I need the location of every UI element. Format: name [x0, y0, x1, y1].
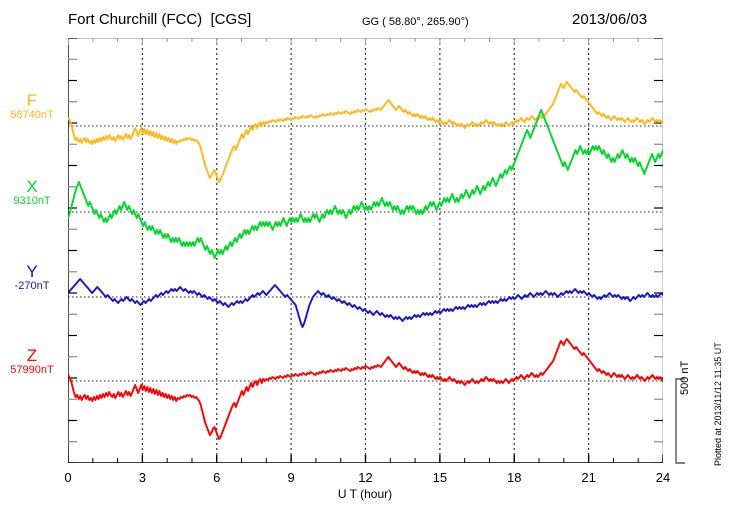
plot-svg	[68, 38, 663, 463]
baseline-dotted-lines	[68, 125, 663, 382]
x-tick-label: 21	[581, 470, 596, 485]
plot-frame	[68, 38, 663, 463]
component-baseline-value: 9310nT	[13, 194, 51, 207]
component-label-z: Z 57990nT	[0, 347, 64, 376]
scale-bar	[675, 378, 685, 464]
x-tick-label: 9	[287, 470, 295, 485]
x-tick-label: 0	[64, 470, 72, 485]
component-label-y: Y -270nT	[0, 263, 64, 292]
component-baseline-value: 57990nT	[10, 363, 54, 376]
x-tick-label: 24	[655, 470, 671, 485]
component-label-f: F 58740nT	[0, 92, 64, 121]
x-axis-title: U T (hour)	[337, 487, 393, 501]
component-letter: Y	[26, 262, 38, 281]
data-traces	[68, 81, 663, 440]
x-tick-label: 6	[213, 470, 221, 485]
component-letter: F	[26, 91, 38, 110]
observation-date: 2013/06/03	[572, 11, 648, 28]
x-tick-label: 15	[432, 470, 448, 485]
component-baseline-value: 58740nT	[10, 108, 54, 121]
x-tick-label: 3	[138, 470, 146, 485]
component-letter: X	[26, 177, 38, 196]
component-letter: Z	[26, 346, 38, 365]
geographic-coordinates: GG ( 58.80°, 265.90°)	[362, 16, 469, 28]
plotted-at-timestamp: Plotted at 2013/11/12 11:35 UT	[713, 342, 723, 466]
component-baseline-value: -270nT	[14, 279, 50, 292]
scale-bar-label: 500 nT	[679, 360, 691, 395]
x-tick-label: 12	[358, 470, 373, 485]
page-title: Fort Churchill (FCC) [CGS]	[68, 11, 252, 28]
magnetogram-plot	[68, 38, 663, 463]
component-label-x: X 9310nT	[0, 178, 64, 207]
x-tick-label: 18	[507, 470, 522, 485]
